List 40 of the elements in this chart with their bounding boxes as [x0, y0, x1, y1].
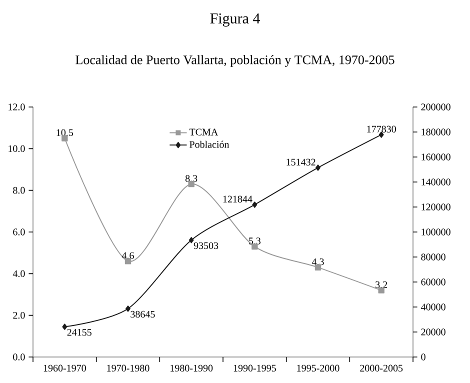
- y-tick-label: 0.0: [13, 354, 25, 360]
- y2-tick-label: 120000: [422, 204, 450, 210]
- y2-tick-label: 180000: [422, 128, 450, 136]
- chart-subtitle: Localidad de Puerto Vallarta, población y TCMA, 1970-2005: [76, 55, 394, 67]
- x-tick-label: 1970-1980: [107, 364, 150, 372]
- y-tick-label: 12.0: [8, 104, 25, 110]
- y2-tick-label: 140000: [422, 178, 450, 186]
- y2-tick-label: 20000: [421, 328, 446, 336]
- point: [62, 324, 68, 330]
- y-tick-label: 8.0: [13, 186, 25, 194]
- y2-tick-label: 100000: [422, 228, 450, 236]
- data-label: 177830: [367, 126, 396, 133]
- x-tick-label: 1960-1970: [44, 364, 86, 372]
- y2-tick-label: 40000: [420, 304, 446, 310]
- data-label: 38645: [130, 310, 155, 318]
- x-tick-label: 1980-1990: [170, 364, 213, 372]
- chart-title: Figura 4: [210, 13, 260, 27]
- legend-label: TCMA: [189, 128, 218, 136]
- x-tick-label: 2000-2005: [360, 364, 403, 372]
- point: [252, 202, 258, 208]
- y-tick-label: 2.0: [13, 312, 25, 319]
- data-label: 24155: [67, 329, 92, 336]
- y-tick-label: 10.0: [8, 145, 25, 152]
- point: [126, 306, 130, 312]
- y2-tick-label: 200000: [421, 104, 450, 110]
- data-label: 4.6: [122, 252, 134, 259]
- data-label: 151432: [286, 158, 316, 166]
- data-label: 93503: [194, 242, 218, 250]
- x-tick-label: 1995-2000: [297, 364, 340, 372]
- legend-label: Población: [190, 140, 230, 148]
- y2-tick-label: 80000: [421, 254, 446, 260]
- y2-tick-label: 60000: [421, 278, 446, 286]
- point: [316, 164, 320, 171]
- y-tick-label: 6.0: [13, 228, 25, 236]
- y2-tick-label: 160000: [422, 154, 450, 160]
- y-tick-label: 4.0: [12, 270, 25, 278]
- y2-tick-label: 0: [421, 354, 426, 360]
- data-label: 121844: [223, 196, 252, 202]
- x-tick-label: 1990-1995: [234, 364, 276, 372]
- point: [188, 237, 194, 244]
